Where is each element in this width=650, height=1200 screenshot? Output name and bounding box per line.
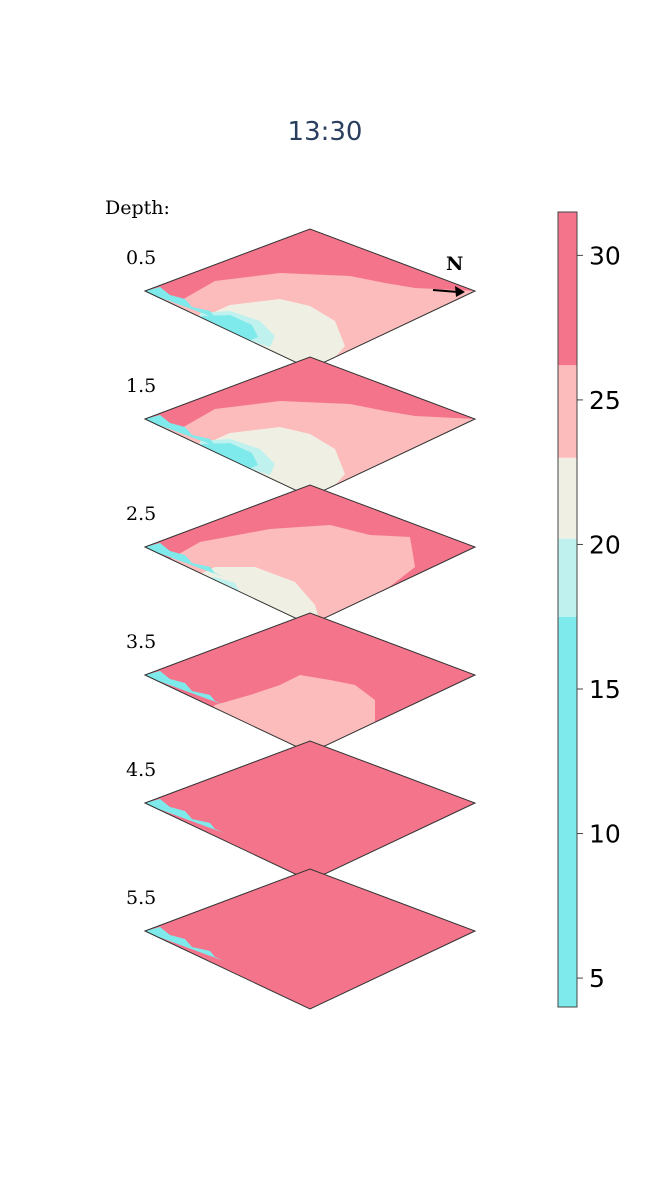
colorbar-tick-label: 10: [589, 820, 621, 849]
colorbar-band: [558, 538, 577, 617]
colorbar-tick-label: 20: [589, 530, 621, 559]
layer-outline: [143, 740, 477, 882]
colorbar-tick-label: 25: [589, 386, 621, 415]
layer-outline: [143, 868, 477, 1010]
layer-outline: [143, 612, 477, 754]
depth-label: 2.5: [126, 503, 156, 525]
depth-layer: [143, 740, 477, 882]
north-indicator: N: [432, 253, 465, 297]
layer-base-area: [145, 869, 475, 1009]
coastline-strip: [145, 287, 224, 321]
depth-label: 5.5: [126, 887, 156, 909]
colorbar-frame: [557, 211, 578, 1008]
layer-contour-region: [200, 443, 258, 469]
coastline-strip: [145, 415, 224, 449]
depth-label: 1.5: [126, 375, 156, 397]
colorbar-band: [558, 616, 577, 1007]
depth-layer: [143, 484, 477, 626]
layer-base-area: [145, 741, 475, 881]
depth-layers: 0.5 1.5 2.5 3.5 4.5 5.5: [126, 228, 477, 1010]
colorbar-band: [558, 457, 577, 539]
colorbar-band: [558, 365, 577, 458]
depth-layer: [143, 868, 477, 1010]
depth-label: 3.5: [126, 631, 156, 653]
north-arrowhead-icon: [455, 286, 465, 297]
coastline-strip: [145, 927, 224, 961]
depth-layer: [143, 612, 477, 754]
layer-outline: [143, 356, 477, 498]
layer-outline: [143, 228, 477, 370]
colorbar-tick-label: 15: [589, 675, 621, 704]
colorbar: 5 10 15 20 25 30: [557, 211, 621, 1008]
colorbar-tick-label: 30: [589, 241, 621, 270]
north-label: N: [446, 253, 463, 275]
layer-contour-region: [165, 525, 415, 625]
layer-contour-region: [213, 675, 375, 753]
depth-layer: [143, 228, 477, 370]
coastline-strip: [145, 799, 224, 833]
north-arrow-icon: [432, 289, 459, 293]
depth-label: 0.5: [126, 247, 156, 269]
depth-layer: [143, 356, 477, 498]
coastline-strip: [145, 671, 224, 705]
layer-contour-region: [200, 315, 258, 341]
depth-label: 4.5: [126, 759, 156, 781]
depth-heading: Depth:: [105, 197, 170, 219]
layer-outline: [143, 484, 477, 626]
colorbar-band: [558, 212, 577, 366]
coastline-strip: [145, 543, 224, 577]
chart-title: 13:30: [288, 117, 363, 147]
colorbar-tick-label: 5: [589, 964, 605, 993]
